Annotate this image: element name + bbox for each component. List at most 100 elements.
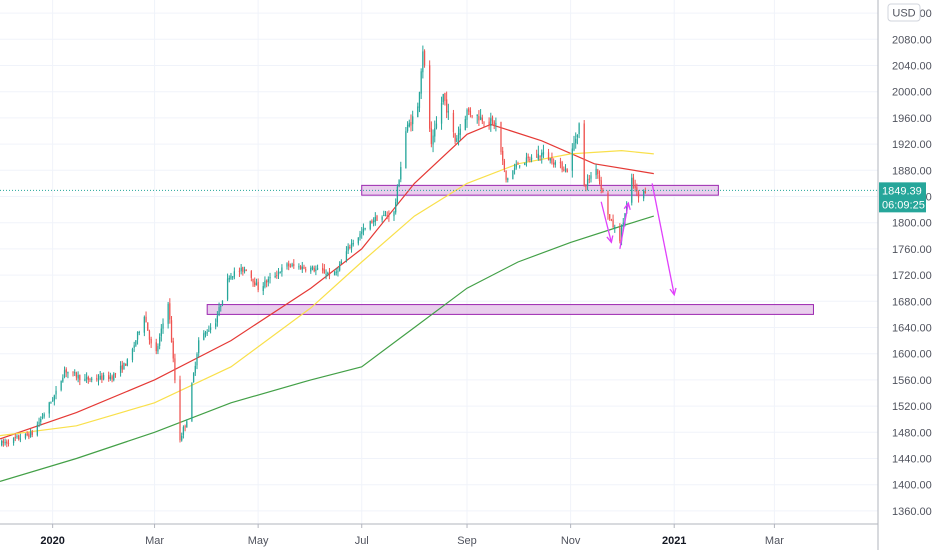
candle-body — [631, 177, 633, 203]
candle-body — [400, 167, 402, 180]
price-axis[interactable]: 2120.002080.002040.002000.001960.001920.… — [877, 0, 932, 550]
candle-body — [507, 178, 509, 180]
x-tick-label: Sep — [457, 535, 477, 547]
candle-body — [454, 133, 456, 142]
moving-average-line — [0, 215, 654, 482]
candle-body — [393, 211, 395, 217]
candle-body — [145, 316, 147, 323]
candle-body — [602, 190, 604, 192]
candle-body — [114, 373, 117, 375]
candle-body — [395, 202, 397, 213]
candle-body — [226, 278, 229, 300]
candle-body — [536, 156, 538, 158]
candle-body — [14, 436, 16, 439]
candle-body — [406, 124, 409, 132]
candle-body — [549, 158, 551, 161]
candle-body — [155, 342, 157, 352]
candle-body — [388, 215, 390, 217]
time-axis[interactable]: 2020 Mar May Jul Sep Nov 2021 Mar — [0, 523, 878, 547]
candle-body — [636, 187, 638, 192]
candle-body — [12, 437, 15, 443]
candle-body — [429, 65, 431, 129]
candle-body — [542, 151, 545, 155]
candle-body — [452, 112, 455, 132]
candle-body — [126, 359, 129, 366]
candle-body — [503, 160, 506, 170]
candle-body — [109, 376, 112, 379]
candle-body — [614, 226, 616, 228]
candle-body — [31, 431, 33, 435]
candle-body — [77, 375, 79, 379]
candle-body — [517, 163, 519, 165]
candle-body — [63, 370, 66, 378]
candle-body — [434, 128, 436, 137]
candle-body — [209, 327, 212, 330]
arrow-line — [619, 202, 629, 250]
candle-body — [289, 266, 292, 268]
candle-body — [313, 267, 315, 272]
candle-body — [622, 222, 624, 228]
candle-body — [158, 336, 161, 346]
candle-body — [198, 340, 200, 353]
candle-body — [242, 267, 244, 272]
price-badge-bg — [879, 182, 926, 213]
candle-body — [576, 135, 579, 138]
candle-body — [72, 371, 74, 373]
currency-text: USD — [892, 8, 915, 20]
candle-body — [325, 273, 327, 275]
candle-body — [286, 263, 288, 267]
candle-body — [240, 267, 242, 272]
x-tick-label: May — [248, 535, 269, 547]
candle-body — [619, 227, 621, 242]
y-tick-label: 1880.00 — [892, 165, 932, 177]
candle-body — [147, 322, 149, 331]
candle-body — [18, 435, 20, 440]
candle-body — [512, 170, 514, 180]
drawn-arrows — [600, 183, 677, 297]
candle-body — [597, 169, 599, 175]
candle-body — [143, 316, 145, 333]
candle-body — [524, 162, 526, 165]
candle-body — [38, 422, 40, 424]
x-tick-label: Jul — [355, 535, 369, 547]
candle-body — [609, 214, 611, 219]
candle-body — [7, 442, 10, 444]
candle-body — [502, 150, 504, 161]
candle-body — [172, 341, 174, 359]
candle-body — [530, 157, 533, 160]
candle-body — [238, 270, 241, 272]
candle-body — [96, 378, 98, 380]
candle-body — [637, 192, 640, 198]
candle-body — [607, 192, 609, 215]
arrow-head — [606, 235, 614, 244]
support-resistance-zones — [206, 184, 814, 315]
candle-body — [374, 216, 376, 222]
candle-body — [352, 243, 354, 245]
candle-body — [186, 421, 188, 428]
candle-body — [221, 300, 224, 305]
y-tick-label: 2000.00 — [892, 87, 932, 99]
candle-body — [483, 122, 485, 124]
candle-body — [598, 174, 601, 181]
y-tick-label: 1400.00 — [892, 480, 932, 492]
candle-body — [328, 272, 331, 276]
candle-body — [16, 436, 18, 438]
candle-body — [265, 280, 268, 283]
candle-body — [108, 375, 110, 380]
candle-body — [230, 275, 232, 279]
candle-body — [418, 92, 421, 108]
candle-body — [65, 369, 67, 373]
candle-body — [632, 177, 635, 185]
candle-body — [432, 135, 434, 145]
candle-body — [345, 251, 348, 261]
candle-body — [595, 168, 597, 176]
candle-body — [457, 133, 460, 139]
candle-body — [160, 328, 162, 337]
candle-body — [340, 261, 342, 264]
candle-body — [135, 340, 137, 346]
candle-body — [84, 378, 86, 382]
candle-body — [315, 269, 317, 271]
candle-body — [157, 346, 159, 352]
candle-body — [136, 331, 139, 340]
